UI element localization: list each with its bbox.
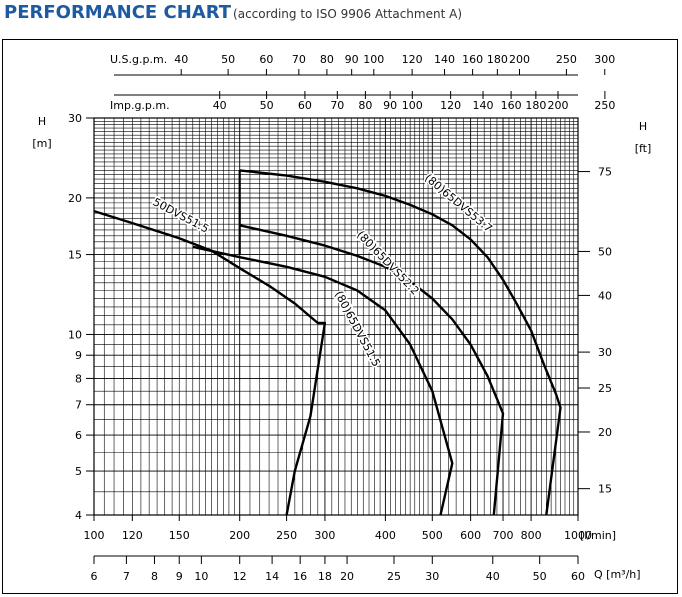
x-tick-label-m3h: 7 <box>123 570 130 583</box>
x-tick-label-impgpm: 70 <box>330 99 344 112</box>
y-axis-label-h-left: H <box>38 115 46 128</box>
x-tick-label-m3h: 20 <box>340 570 354 583</box>
x-tick-label-m3h: 6 <box>91 570 98 583</box>
x-tick-label-lmin: 200 <box>229 529 250 542</box>
x-tick-label-usgpm: 100 <box>363 53 384 66</box>
series-curve <box>192 245 454 516</box>
y-tick-label-left: 30 <box>68 112 82 125</box>
y-axis-unit-right: [ft] <box>635 142 652 155</box>
series-label: (80)65DVS52.2 <box>354 228 422 297</box>
y-tick-label-left: 10 <box>68 328 82 341</box>
y-tick-label-right: 40 <box>598 289 612 302</box>
x-tick-label-lmin: 800 <box>521 529 542 542</box>
x-tick-label-m3h: 30 <box>425 570 439 583</box>
x-tick-label-usgpm: 160 <box>462 53 483 66</box>
series-label: (80)65DVS53.7 <box>422 171 495 235</box>
y-tick-label-right: 25 <box>598 382 612 395</box>
x-tick-label-impgpm: 140 <box>473 99 494 112</box>
x-tick-label-lmin: 300 <box>314 529 335 542</box>
x-tick-label-usgpm: 70 <box>292 53 306 66</box>
x-tick-label-lmin: 100 <box>84 529 105 542</box>
x-tick-label-lmin: 400 <box>375 529 396 542</box>
subtitle-text: (according to ISO 9906 Attachment A) <box>233 7 462 21</box>
plot-area <box>93 117 579 516</box>
y-tick-label-right: 15 <box>598 483 612 496</box>
x-tick-label-impgpm: 50 <box>260 99 274 112</box>
y-axis-label-h-right: H <box>639 120 647 133</box>
x-tick-label-usgpm: 200 <box>509 53 530 66</box>
y-tick-label-left: 6 <box>75 429 82 442</box>
y-tick-label-left: 4 <box>75 509 82 522</box>
x-tick-label-lmin: 500 <box>422 529 443 542</box>
x-tick-label-m3h: 14 <box>265 570 279 583</box>
x-tick-label-usgpm: 60 <box>259 53 273 66</box>
y-tick-label-right: 30 <box>598 346 612 359</box>
x-tick-label-m3h: 50 <box>533 570 547 583</box>
y-tick-label-left: 15 <box>68 249 82 262</box>
x-tick-label-m3h: 60 <box>571 570 585 583</box>
x-tick-label-lmin: 1000 <box>564 529 592 542</box>
x-tick-label-impgpm: 160 <box>501 99 522 112</box>
x-tick-label-impgpm: 250 <box>594 99 615 112</box>
x-tick-label-usgpm: 80 <box>320 53 334 66</box>
y-tick-label-right: 20 <box>598 426 612 439</box>
x-axis-label-lmin: [l/min] <box>580 529 616 542</box>
x-tick-label-usgpm: 300 <box>594 53 615 66</box>
x-axis-label-m3h: Q [m³/h] <box>594 568 641 581</box>
x-tick-label-m3h: 10 <box>194 570 208 583</box>
x-tick-label-impgpm: 120 <box>440 99 461 112</box>
x-tick-label-usgpm: 40 <box>174 53 188 66</box>
x-tick-label-usgpm: 120 <box>402 53 423 66</box>
series-curve <box>93 209 327 516</box>
x-tick-label-lmin: 120 <box>122 529 143 542</box>
x-tick-label-lmin: 600 <box>460 529 481 542</box>
x-tick-label-usgpm: 50 <box>221 53 235 66</box>
x-axis-label-usgpm: U.S.g.p.m. <box>110 53 167 66</box>
x-tick-label-m3h: 9 <box>176 570 183 583</box>
y-tick-label-left: 5 <box>75 465 82 478</box>
x-tick-label-impgpm: 180 <box>525 99 546 112</box>
page-title: PERFORMANCE CHART (according to ISO 9906 … <box>4 2 462 23</box>
x-tick-label-usgpm: 180 <box>487 53 508 66</box>
x-tick-label-usgpm: 250 <box>556 53 577 66</box>
y-tick-label-right: 75 <box>598 166 612 179</box>
series-curve <box>239 224 505 516</box>
y-tick-label-right: 50 <box>598 245 612 258</box>
x-tick-label-m3h: 12 <box>233 570 247 583</box>
y-tick-label-left: 20 <box>68 192 82 205</box>
x-tick-label-m3h: 25 <box>387 570 401 583</box>
x-tick-label-m3h: 8 <box>151 570 158 583</box>
x-tick-label-impgpm: 100 <box>402 99 423 112</box>
x-tick-label-lmin: 150 <box>169 529 190 542</box>
y-axis-unit-left: [m] <box>32 137 51 150</box>
title-text: PERFORMANCE CHART <box>4 2 232 23</box>
x-tick-label-impgpm: 90 <box>383 99 397 112</box>
x-tick-label-m3h: 18 <box>318 570 332 583</box>
x-tick-label-lmin: 250 <box>276 529 297 542</box>
x-tick-label-usgpm: 90 <box>345 53 359 66</box>
x-tick-label-impgpm: 40 <box>213 99 227 112</box>
y-tick-label-left: 9 <box>75 349 82 362</box>
x-tick-label-lmin: 700 <box>493 529 514 542</box>
x-tick-label-impgpm: 200 <box>547 99 568 112</box>
y-tick-label-left: 7 <box>75 399 82 412</box>
series-curve <box>239 169 562 516</box>
chart-frame <box>2 39 678 594</box>
x-tick-label-m3h: 16 <box>293 570 307 583</box>
x-tick-label-usgpm: 140 <box>434 53 455 66</box>
y-tick-label-left: 8 <box>75 372 82 385</box>
x-tick-label-impgpm: 80 <box>358 99 372 112</box>
x-axis-label-impgpm: Imp.g.p.m. <box>110 99 170 112</box>
x-tick-label-m3h: 40 <box>486 570 500 583</box>
x-tick-label-impgpm: 60 <box>298 99 312 112</box>
